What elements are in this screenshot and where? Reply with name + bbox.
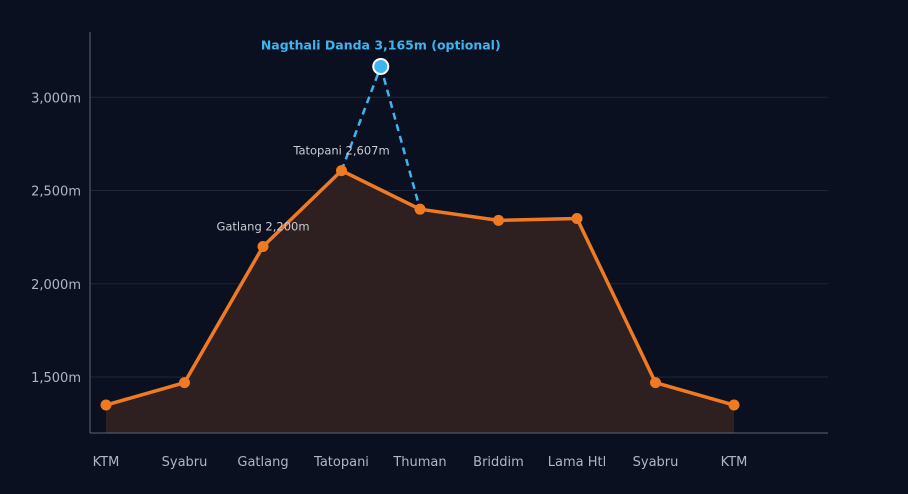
x-tick-label: Syabru — [162, 455, 208, 470]
side-trip-line-down — [379, 66, 422, 210]
data-point-1 — [179, 377, 190, 389]
y-tick-label: 3,000m — [31, 91, 81, 106]
y-tick-label: 2,000m — [31, 278, 81, 293]
data-point-7 — [650, 377, 661, 389]
elevation-line-segment — [339, 168, 422, 211]
data-point-4 — [414, 203, 426, 215]
data-point-3 — [336, 165, 347, 177]
x-tick-label: Thuman — [392, 455, 446, 470]
data-point-8 — [728, 399, 740, 411]
line-layer — [104, 168, 736, 407]
elevation-line-segment — [653, 380, 736, 407]
x-tick-label: Syabru — [633, 455, 679, 470]
elevation-area — [106, 170, 734, 434]
side-trip-line-up — [340, 66, 382, 172]
elevation-line-segment — [261, 168, 344, 249]
y-tick-label: 2,500m — [31, 185, 81, 200]
elevation-line-segment — [104, 380, 187, 407]
axes — [89, 32, 828, 434]
data-point-0 — [100, 399, 112, 411]
side-trip-annotation: Nagthali Danda 3,165m (optional) — [261, 38, 501, 53]
data-points — [100, 58, 740, 411]
x-tick-label: KTM — [93, 455, 120, 470]
elevation-line-segment — [575, 216, 658, 385]
x-tick-label: KTM — [721, 455, 748, 470]
x-tick-label: Tatopani — [313, 455, 369, 470]
x-tick-label: Lama Htl — [548, 455, 606, 470]
data-point-6 — [571, 213, 583, 225]
data-point-5 — [493, 214, 504, 226]
elevation-line-segment — [418, 207, 501, 223]
elevation-line-segment — [182, 244, 265, 385]
y-tick-label: 1,500m — [31, 371, 81, 386]
elevation-line-segment — [496, 216, 579, 223]
area-layer — [106, 170, 734, 434]
point-annotation: Tatopani 2,607m — [292, 144, 389, 158]
data-point-2 — [257, 240, 269, 252]
labels: 1,500m 2,000m 2,500m 3,000m KTM Syabru Gatlang… — [31, 38, 747, 470]
side-trip-layer — [340, 66, 422, 210]
side-trip-point — [372, 58, 390, 76]
point-annotation: Gatlang 2,200m — [216, 219, 309, 233]
x-tick-label: Briddim — [473, 455, 524, 470]
x-tick-label: Gatlang — [237, 455, 288, 470]
